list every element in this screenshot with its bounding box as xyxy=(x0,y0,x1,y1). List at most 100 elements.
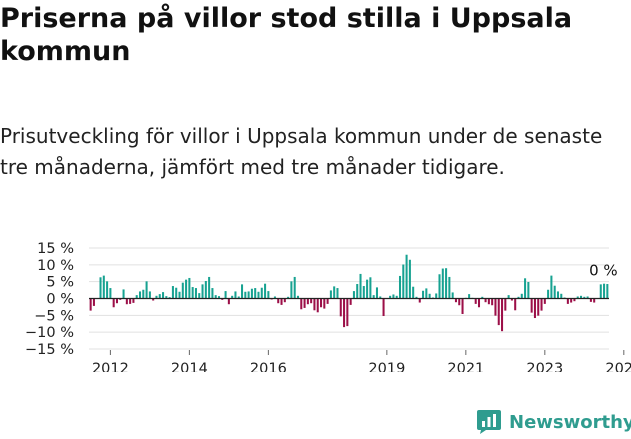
bar xyxy=(425,288,428,299)
bar xyxy=(224,291,227,299)
bar xyxy=(208,276,211,299)
bar xyxy=(132,298,135,303)
bar xyxy=(194,288,197,299)
y-tick-label: 5 % xyxy=(46,275,74,291)
bar xyxy=(135,295,138,299)
bar xyxy=(168,297,171,299)
y-tick-label: 0 % xyxy=(46,292,74,308)
bar xyxy=(356,284,359,299)
bar xyxy=(343,298,346,328)
bar xyxy=(277,298,280,304)
bar xyxy=(158,294,161,299)
bar xyxy=(474,298,477,304)
bar xyxy=(306,298,309,305)
bar xyxy=(550,275,553,299)
bar xyxy=(576,296,579,299)
x-tick-label: 2025 xyxy=(605,361,631,372)
bar xyxy=(221,298,224,300)
bar xyxy=(533,298,536,319)
bar xyxy=(481,296,484,299)
bar xyxy=(510,298,513,301)
bar xyxy=(178,291,181,299)
bar xyxy=(487,298,490,305)
bar xyxy=(366,279,369,299)
bar xyxy=(415,296,418,299)
bar xyxy=(326,298,329,304)
bar xyxy=(418,298,421,303)
bar xyxy=(468,294,471,299)
logo-bar-3 xyxy=(493,414,496,427)
bar xyxy=(504,298,507,311)
bar xyxy=(547,289,550,299)
bar xyxy=(369,277,372,299)
bar xyxy=(362,286,365,299)
bar xyxy=(300,298,303,310)
bar xyxy=(320,298,323,308)
x-tick-label: 2021 xyxy=(447,361,484,372)
bar xyxy=(441,268,444,299)
bar xyxy=(171,286,174,299)
bar xyxy=(346,298,349,327)
x-axis: 2012 2014 2016 2019 2021 2023 2025 xyxy=(92,350,631,372)
bar xyxy=(214,295,217,299)
bar xyxy=(115,298,118,304)
bar xyxy=(267,291,270,299)
y-tick-label: 15 % xyxy=(37,241,74,257)
bar xyxy=(241,284,244,299)
bar xyxy=(148,291,151,299)
bar xyxy=(392,294,395,299)
bar xyxy=(165,296,168,299)
bar xyxy=(122,289,125,299)
bar xyxy=(560,293,563,299)
bar xyxy=(250,288,253,299)
y-tick-label: 10 % xyxy=(37,258,74,274)
bar xyxy=(287,296,290,299)
bar xyxy=(435,293,438,299)
bar xyxy=(280,298,283,305)
bar xyxy=(458,298,461,306)
bar xyxy=(89,298,92,311)
bar xyxy=(501,298,504,332)
bar xyxy=(389,295,392,299)
bar xyxy=(211,288,214,299)
bar xyxy=(290,281,293,299)
bar xyxy=(379,296,382,299)
bar xyxy=(573,298,576,302)
bar xyxy=(254,288,257,299)
bar xyxy=(201,284,204,299)
bar xyxy=(491,298,494,306)
bar xyxy=(445,268,448,299)
brand: Newsworthy xyxy=(476,407,631,437)
bar xyxy=(244,291,247,299)
bar xyxy=(237,296,240,299)
bar xyxy=(145,281,148,299)
bar xyxy=(191,287,194,299)
bar xyxy=(293,276,296,299)
bar xyxy=(227,298,230,305)
bar xyxy=(231,295,234,299)
bar xyxy=(198,293,201,299)
bar xyxy=(412,286,415,299)
bar xyxy=(566,298,569,304)
bar xyxy=(520,293,523,299)
bar xyxy=(372,295,375,299)
bar xyxy=(112,298,115,308)
bar xyxy=(296,295,300,299)
bar xyxy=(583,296,586,299)
brand-name: Newsworthy xyxy=(509,411,631,433)
bar xyxy=(422,290,425,299)
bar xyxy=(102,275,105,299)
bar xyxy=(106,281,109,299)
bar xyxy=(185,279,188,299)
bar xyxy=(599,284,602,299)
bar xyxy=(395,295,398,299)
bars xyxy=(89,254,609,332)
bar xyxy=(336,288,339,299)
bar xyxy=(382,298,385,317)
logo-bar-2 xyxy=(487,417,491,427)
bar xyxy=(589,298,592,302)
bar xyxy=(580,295,583,299)
bar xyxy=(99,277,102,299)
chart-title: Priserna på villor stod stilla i Uppsala… xyxy=(0,3,573,67)
bar xyxy=(162,292,165,299)
